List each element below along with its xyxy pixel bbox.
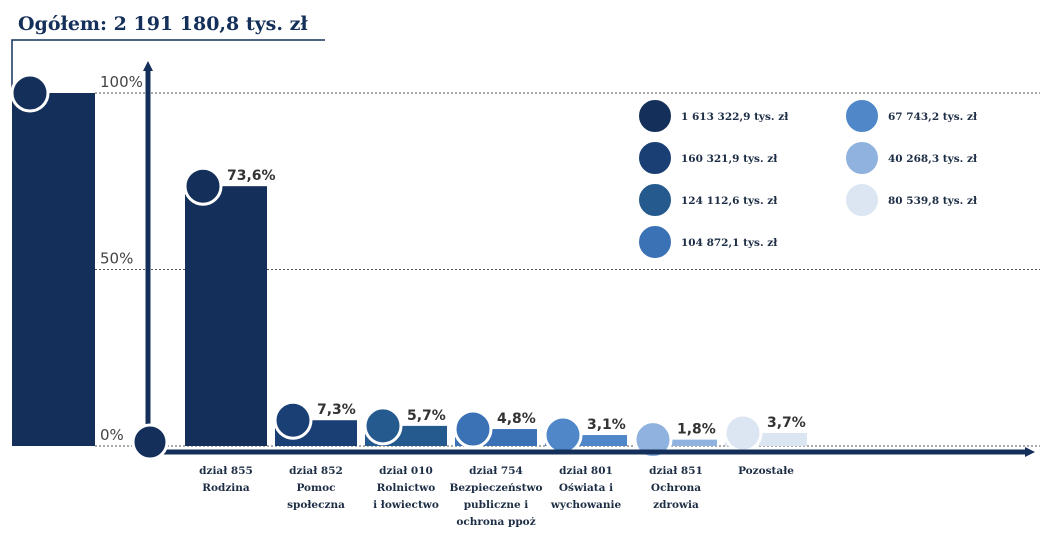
legend-swatch <box>637 224 673 260</box>
y-tick-label: 0% <box>100 426 124 444</box>
bar-dot <box>273 400 313 440</box>
bar-dot <box>633 420 673 460</box>
bar <box>185 186 267 446</box>
value-label: 3,7% <box>767 415 806 431</box>
legend-swatch <box>637 140 673 176</box>
value-label: 73,6% <box>227 168 276 184</box>
x-tick-label: Pomoc <box>296 482 335 494</box>
legend-swatch <box>637 182 673 218</box>
x-tick-label: i łowiectwo <box>373 499 439 511</box>
legend-swatch <box>844 182 880 218</box>
legend-label: 124 112,6 tys. zł <box>681 195 778 207</box>
bar <box>545 435 627 446</box>
x-tick-label: Oświata i <box>559 482 613 494</box>
bar-dot <box>363 406 403 446</box>
y-tick-label: 100% <box>100 73 143 91</box>
x-tick-label: dział 852 <box>289 465 343 477</box>
value-label: 5,7% <box>407 408 446 424</box>
x-tick-label: Bezpieczeństwo <box>449 482 542 494</box>
bar-dot <box>183 166 223 206</box>
x-tick-label: dział 010 <box>379 465 433 477</box>
x-tick-label: publiczne i <box>464 499 529 511</box>
x-tick-label: dział 754 <box>469 465 523 477</box>
legend-label: 104 872,1 tys. zł <box>681 237 778 249</box>
x-tick-label: społeczna <box>287 499 345 511</box>
origin-dot <box>131 423 169 461</box>
total-bar <box>12 93 95 446</box>
value-label: 4,8% <box>497 411 536 427</box>
legend-label: 67 743,2 tys. zł <box>888 111 978 123</box>
x-tick-label: Ochrona <box>651 482 701 494</box>
bar-dot <box>543 415 583 455</box>
legend-label: 160 321,9 tys. zł <box>681 153 778 165</box>
legend: 1 613 322,9 tys. zł 160 321,9 tys. zł 124 … <box>637 98 978 260</box>
value-label: 1,8% <box>677 422 716 438</box>
value-label: 3,1% <box>587 417 626 433</box>
y-tick-label: 50% <box>100 250 133 268</box>
x-tick-label: wychowanie <box>550 499 622 511</box>
x-tick-label: Pozostałe <box>738 465 794 477</box>
legend-swatch <box>844 98 880 134</box>
chart-title: Ogółem: 2 191 180,8 tys. zł <box>18 13 308 35</box>
legend-label: 1 613 322,9 tys. zł <box>681 111 789 123</box>
legend-label: 40 268,3 tys. zł <box>888 153 978 165</box>
legend-label: 80 539,8 tys. zł <box>888 195 978 207</box>
x-tick-label: zdrowia <box>653 499 699 511</box>
bar-dot <box>10 73 50 113</box>
value-label: 7,3% <box>317 402 356 418</box>
bars: 73,6% dział 855 Rodzina 7,3% dział 852 Pomoc s… <box>10 73 807 528</box>
x-tick-label: ochrona ppoż <box>456 516 535 528</box>
bar <box>635 439 717 446</box>
title-bracket <box>11 39 325 93</box>
x-tick-label: dział 851 <box>649 465 703 477</box>
x-tick-label: Rolnictwo <box>377 482 436 494</box>
bar-dot <box>453 409 493 449</box>
legend-swatch <box>637 98 673 134</box>
legend-swatch <box>844 140 880 176</box>
x-tick-label: dział 801 <box>559 465 613 477</box>
x-tick-label: Rodzina <box>202 482 250 494</box>
x-tick-label: dział 855 <box>199 465 253 477</box>
bar-dot <box>723 413 763 453</box>
